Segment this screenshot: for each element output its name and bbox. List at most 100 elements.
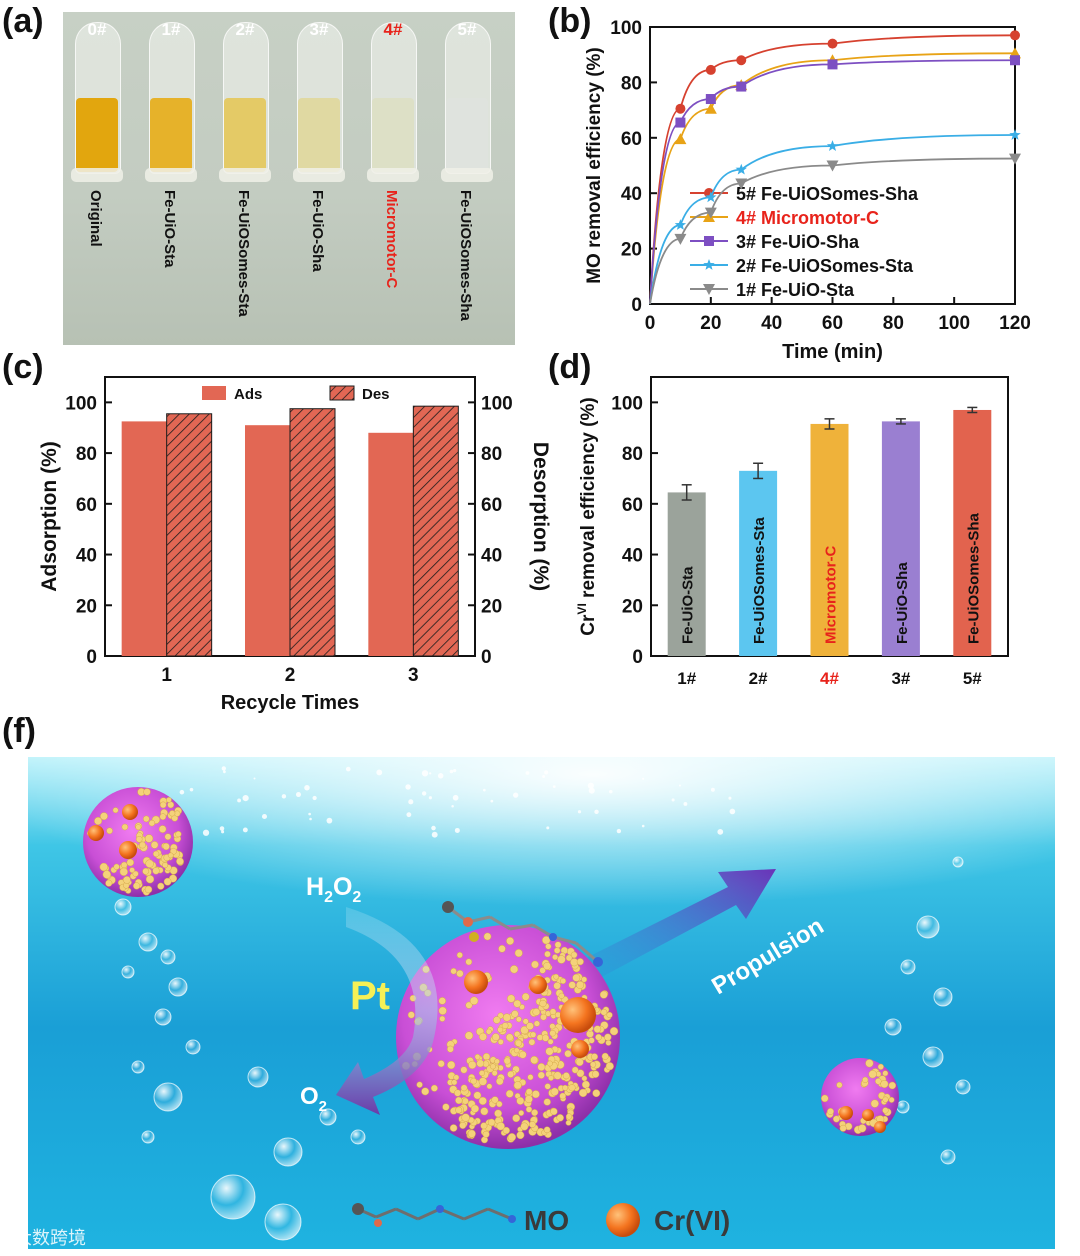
yellow-particle	[451, 1079, 458, 1086]
data-point	[705, 94, 716, 105]
yellow-particle	[135, 836, 143, 843]
sparkle	[189, 787, 194, 792]
sparkle	[431, 825, 436, 831]
series-line	[649, 34, 1016, 305]
yellow-particle	[450, 967, 457, 975]
vial-liquid	[224, 98, 266, 172]
yellow-particle	[119, 867, 128, 876]
sparkle	[587, 782, 594, 789]
yellow-particle	[547, 1038, 554, 1045]
yellow-particle	[150, 841, 159, 849]
bubble	[319, 1108, 337, 1126]
x-tick-label: 2	[285, 665, 296, 686]
yellow-particle	[513, 1081, 522, 1090]
yellow-particle	[570, 951, 578, 959]
data-point	[674, 219, 687, 230]
yellow-particle	[476, 1059, 485, 1068]
yellow-particle	[145, 859, 154, 868]
y-tick-label: 60	[622, 495, 643, 516]
panel-f-label: (f)	[2, 712, 36, 750]
yellow-particle	[572, 973, 581, 982]
data-point	[735, 163, 747, 175]
yellow-particle	[447, 1060, 456, 1070]
cr-removal-bar-chart: 0 20 40 60 80 100 Fe-UiO-Sta 1# Fe-UiOSomes-Sta 2…	[575, 376, 1009, 688]
yellow-particle	[862, 1076, 869, 1084]
yellow-particle	[839, 1124, 847, 1132]
data-point	[827, 59, 838, 70]
yellow-particle	[454, 1089, 462, 1097]
data-point	[705, 64, 716, 75]
yellow-particle	[518, 1110, 525, 1116]
sparkle	[308, 812, 311, 816]
sparkle	[431, 831, 438, 838]
yellow-particle	[609, 1027, 619, 1036]
yellow-particle	[576, 958, 584, 966]
sparkle	[309, 817, 312, 821]
sparkle	[453, 769, 457, 773]
yellow-particle	[473, 1091, 482, 1100]
yellow-particle	[522, 1018, 529, 1025]
data-point	[826, 140, 839, 151]
yellow-particle	[549, 1008, 557, 1016]
data-point	[704, 207, 717, 219]
yellow-particle	[459, 1121, 467, 1129]
yellow-particle	[478, 1032, 488, 1041]
yellow-particle	[588, 1037, 595, 1044]
data-point	[703, 211, 715, 222]
yellow-particle	[123, 876, 131, 884]
yellow-particle	[578, 1088, 588, 1098]
bubble	[896, 1100, 910, 1114]
bar-label: Micromotor-C	[823, 546, 840, 644]
bubble	[160, 949, 176, 965]
sparkle	[242, 794, 249, 802]
legend-swatch	[202, 386, 226, 400]
yellow-particle	[549, 1029, 556, 1037]
yellow-particle	[145, 875, 155, 884]
yellow-particle	[497, 1038, 504, 1045]
yellow-particle	[133, 882, 141, 890]
bubble	[273, 1137, 303, 1167]
vial-label: Micromotor-C	[383, 190, 400, 289]
yellow-particle	[560, 977, 567, 985]
vial-liquid	[372, 98, 414, 172]
y-tick-label-right: 20	[481, 596, 502, 617]
yellow-particle	[544, 950, 551, 958]
yellow-particle	[868, 1070, 877, 1079]
sparkle	[221, 766, 226, 771]
bubble	[153, 1082, 183, 1112]
bubble	[138, 932, 158, 952]
y-tick-label-right: 0	[481, 647, 492, 668]
vial-photo: 0# Original 1# Fe-UiO-Sta 2# Fe-UiOSomes-Sta 3…	[63, 12, 515, 345]
yellow-particle	[528, 1038, 536, 1046]
yellow-particle	[465, 1001, 473, 1009]
y-tick-label: 100	[611, 393, 643, 414]
x-tick-label: 3#	[891, 669, 910, 688]
sparkle	[451, 805, 454, 808]
micromotor-small-top	[83, 787, 193, 897]
sparkle	[678, 784, 681, 787]
legend-cr-label: Cr(VI)	[654, 1205, 730, 1236]
yellow-particle	[515, 1016, 522, 1023]
bar	[166, 413, 213, 657]
sparkle	[594, 809, 599, 815]
yellow-particle	[478, 1096, 487, 1105]
yellow-particle	[467, 1129, 476, 1138]
yellow-particle	[543, 962, 552, 970]
vial	[217, 22, 273, 182]
yellow-particle	[469, 996, 479, 1006]
yellow-particle	[465, 958, 473, 966]
data-point	[1009, 129, 1021, 140]
bar	[412, 405, 459, 657]
vial-liquid	[150, 98, 192, 172]
yellow-particle	[453, 1074, 460, 1081]
bubble	[114, 898, 132, 916]
bubble	[210, 1174, 256, 1220]
yellow-particle	[163, 877, 172, 886]
bar-label: Fe-UiO-Sha	[894, 562, 911, 644]
yellow-particle	[495, 1077, 504, 1086]
yellow-particle	[553, 982, 561, 990]
yellow-particle	[595, 1033, 602, 1041]
sparkle	[429, 772, 432, 775]
data-point	[736, 55, 747, 66]
yellow-particle	[528, 1121, 536, 1128]
